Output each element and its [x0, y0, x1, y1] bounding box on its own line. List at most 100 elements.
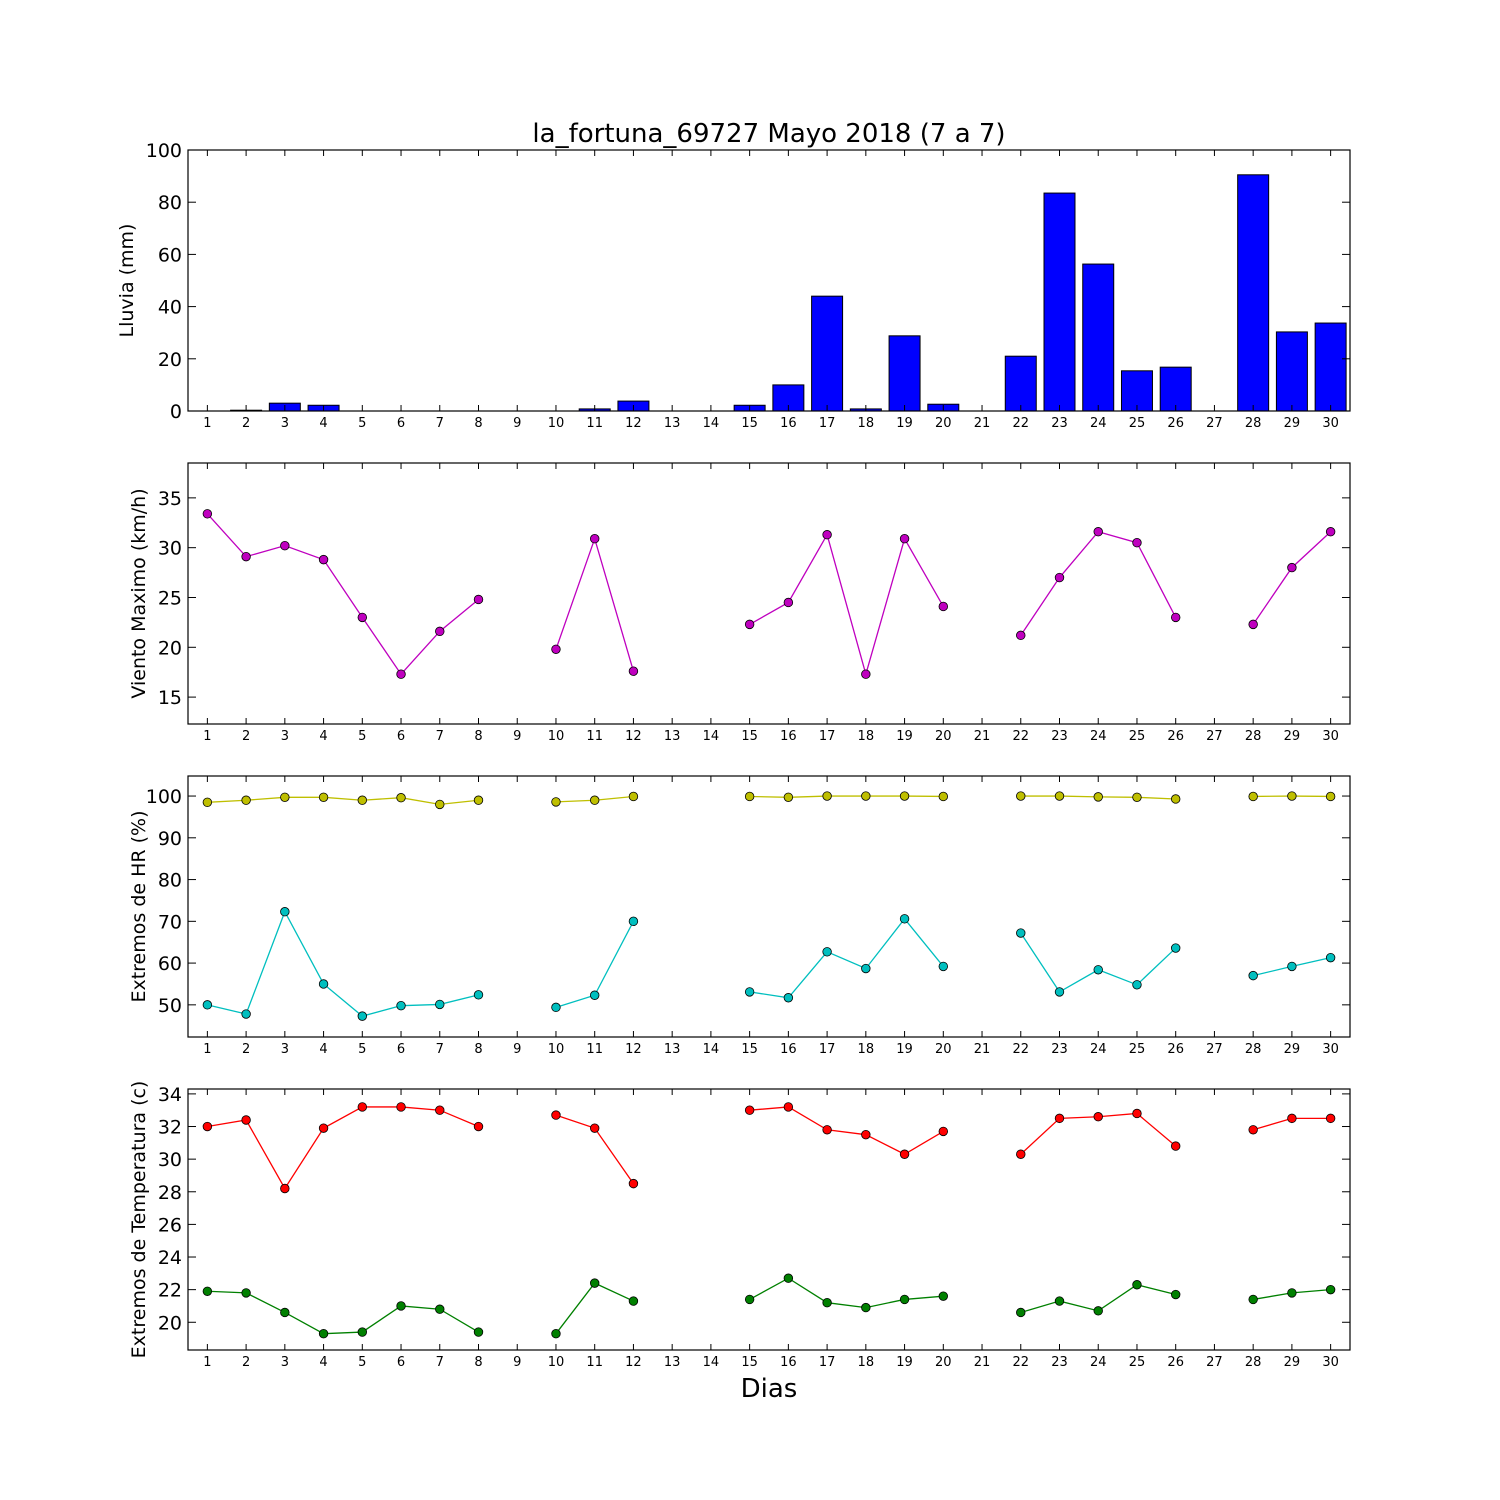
panel-temp: 1 2 3 4 5 6 7 8 9 10 11 12 13 14 15 16 17 18 19 20 21 22 23 24 2… [128, 1081, 1351, 1370]
chart-title: la_fortuna_69727 Mayo 2018 (7 a 7) [532, 119, 1005, 149]
wind-xtick-label-23: 23 [1051, 729, 1068, 744]
wind-xtick-label-17: 17 [819, 729, 836, 744]
wind-ytick-label-15: 15 [158, 687, 182, 709]
wind-ytick-label-35: 35 [158, 488, 182, 510]
hr-ytick-label-90: 90 [158, 828, 182, 850]
temp-xtick-label-14: 14 [703, 1355, 720, 1370]
temp-series-0-point-day-7 [435, 1105, 445, 1115]
temp-series-1-point-day-6 [396, 1301, 406, 1311]
hr-ytick-label-60: 60 [158, 953, 182, 975]
hr-ytick-label-50: 50 [158, 995, 182, 1017]
wind-xtick-label-8: 8 [474, 729, 482, 744]
rain-xtick-label-29: 29 [1284, 416, 1301, 431]
wind-xtick-label-10: 10 [548, 729, 565, 744]
temp-xtick-label-23: 23 [1051, 1355, 1068, 1370]
hr-series-1-point-day-1 [202, 1000, 213, 1010]
wind-xtick-label-30: 30 [1322, 729, 1339, 744]
temp-xtick-label-20: 20 [935, 1355, 952, 1370]
temp-series-1-point-day-1 [202, 1286, 213, 1296]
hr-xtick-label-8: 8 [474, 1042, 482, 1057]
wind-xtick-label-1: 1 [203, 729, 211, 744]
temp-series-1-point-day-23 [1054, 1296, 1065, 1306]
temp-series-1-point-day-20 [938, 1291, 949, 1301]
hr-xtick-label-2: 2 [242, 1042, 250, 1057]
temp-series-0-point-day-10 [551, 1110, 561, 1120]
rain-xtick-label-21: 21 [974, 416, 991, 431]
temp-ytick-label-22: 22 [158, 1280, 182, 1302]
hr-series-1-point-day-22 [1016, 928, 1026, 938]
temp-xtick-label-15: 15 [741, 1355, 758, 1370]
temp-ytick-label-30: 30 [158, 1149, 182, 1171]
temp-xtick-label-11: 11 [586, 1355, 603, 1370]
wind-series-0-point-day-25 [1132, 537, 1142, 548]
rain-xtick-label-22: 22 [1012, 416, 1029, 431]
wind-series-0-point-day-30 [1325, 527, 1336, 537]
wind-xtick-label-11: 11 [586, 729, 603, 744]
temp-xtick-label-9: 9 [513, 1355, 521, 1370]
hr-xtick-label-3: 3 [281, 1042, 289, 1057]
hr-xtick-label-27: 27 [1206, 1042, 1223, 1057]
temp-series-1-point-day-12 [628, 1296, 639, 1306]
temp-xtick-label-1: 1 [203, 1355, 211, 1370]
hr-axes-frame [187, 775, 1351, 1038]
temp-xtick-label-3: 3 [281, 1355, 289, 1370]
hr-xtick-label-11: 11 [586, 1042, 603, 1057]
hr-series-0-point-day-1 [202, 797, 213, 808]
hr-series-0-point-day-2 [241, 795, 251, 805]
rain-ytick-label-0: 0 [170, 401, 182, 423]
rain-bar-day-24 [1082, 263, 1115, 412]
panel-wind: 1 2 3 4 5 6 7 8 9 10 11 12 13 14 15 16 17 18 19 20 21 22 23 24 2… [128, 462, 1351, 744]
temp-series-0-point-day-26 [1170, 1141, 1181, 1151]
wind-xtick-label-7: 7 [436, 729, 444, 744]
rain-ytick-label-40: 40 [158, 297, 182, 319]
wind-series-0-point-day-23 [1054, 572, 1065, 583]
temp-xtick-label-21: 21 [974, 1355, 991, 1370]
temp-series-1-point-day-8 [473, 1327, 484, 1337]
wind-xtick-label-15: 15 [741, 729, 758, 744]
hr-series-1-point-day-23 [1054, 987, 1065, 997]
wind-series-0-point-day-8 [473, 594, 484, 605]
temp-series-0-point-day-18 [861, 1129, 871, 1140]
wind-series-0-point-day-19 [899, 534, 910, 544]
rain-xtick-label-15: 15 [741, 416, 758, 431]
hr-series-0-line [207, 796, 479, 806]
temp-ytick-label-32: 32 [158, 1117, 182, 1139]
temp-series-0-point-day-16 [783, 1102, 794, 1112]
wind-xtick-label-24: 24 [1090, 729, 1107, 744]
temp-series-0-point-day-29 [1287, 1113, 1297, 1124]
temp-xtick-label-4: 4 [319, 1355, 327, 1370]
hr-xtick-label-18: 18 [858, 1042, 875, 1057]
hr-series-1-point-day-18 [861, 963, 871, 974]
temp-series-0-point-day-3 [280, 1183, 290, 1194]
hr-series-1-point-day-24 [1093, 965, 1103, 975]
hr-xtick-label-6: 6 [397, 1042, 405, 1057]
hr-series-0-point-day-28 [1248, 791, 1258, 802]
hr-series-1-point-day-20 [938, 961, 949, 972]
temp-series-0-line [749, 1106, 944, 1155]
hr-series-1-point-day-16 [783, 993, 794, 1003]
wind-series-0-line [1020, 530, 1177, 636]
temp-xtick-label-6: 6 [397, 1355, 405, 1370]
temp-series-1-point-day-30 [1325, 1284, 1336, 1295]
temp-xtick-label-22: 22 [1012, 1355, 1029, 1370]
hr-series-1-point-day-29 [1287, 961, 1297, 972]
wind-xtick-label-20: 20 [935, 729, 952, 744]
chart-panels: 1 2 3 4 5 6 7 8 9 10 11 12 13 14 15 16 17 18 19 20 21 22 23 24 2… [116, 140, 1351, 1370]
temp-ytick-label-28: 28 [158, 1182, 182, 1204]
rain-xtick-label-23: 23 [1051, 416, 1068, 431]
temp-series-1-point-day-10 [551, 1328, 561, 1339]
hr-xtick-label-19: 19 [896, 1042, 913, 1057]
hr-xtick-label-5: 5 [358, 1042, 366, 1057]
hr-xtick-label-13: 13 [664, 1042, 681, 1057]
rain-y-axis-label: Lluvia (mm) [116, 224, 138, 338]
wind-series-0-point-day-20 [938, 601, 949, 612]
rain-bar-day-25 [1120, 370, 1153, 412]
rain-xtick-label-25: 25 [1129, 416, 1146, 431]
temp-series-1-point-day-26 [1170, 1289, 1181, 1300]
hr-series-0-point-day-25 [1132, 792, 1142, 802]
hr-xtick-label-28: 28 [1245, 1042, 1262, 1057]
rain-bar-day-26 [1159, 366, 1192, 412]
hr-series-1-point-day-10 [551, 1002, 561, 1013]
rain-bar-day-30 [1314, 322, 1347, 412]
wind-series-0-point-day-5 [357, 612, 368, 623]
